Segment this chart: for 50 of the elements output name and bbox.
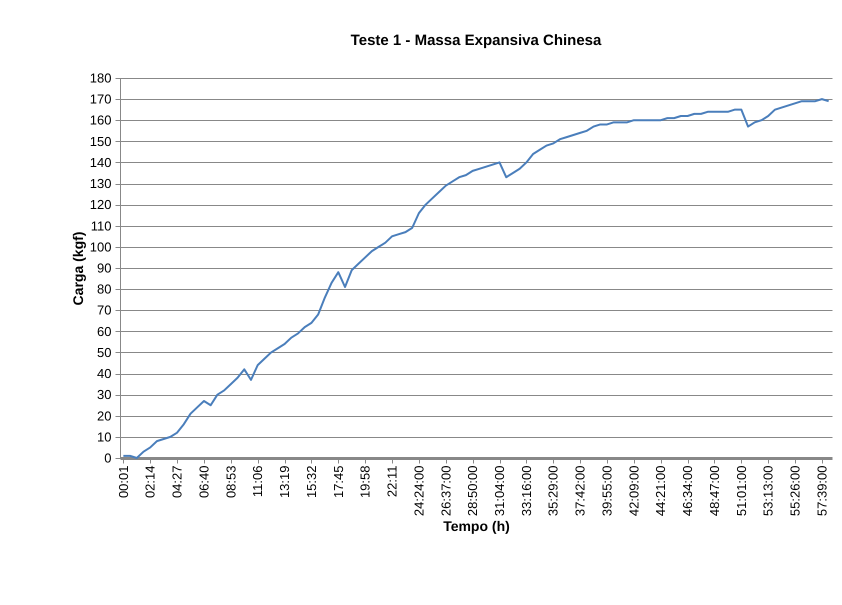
x-tick-label: 08:53 — [223, 466, 238, 498]
x-tick-label: 11:06 — [250, 466, 266, 498]
x-tick-label: 13:19 — [277, 466, 292, 498]
x-tick-label: 39:55:00 — [599, 466, 614, 516]
x-tick-label: 48:47:00 — [706, 466, 722, 516]
line-series — [122, 98, 830, 459]
x-tick-label: 22:11 — [384, 466, 400, 498]
x-tick-label: 33:16:00 — [518, 466, 534, 516]
y-tick-label: 70 — [97, 302, 112, 318]
x-tick-label: 06:40 — [196, 466, 212, 498]
x-tick-label: 35:29:00 — [546, 466, 561, 516]
y-tick-label: 180 — [90, 70, 112, 86]
y-tick-label: 10 — [97, 429, 112, 444]
y-tick-label: 130 — [90, 176, 112, 192]
x-tick-label: 17:45 — [330, 466, 346, 498]
y-tick-label: 60 — [97, 324, 112, 339]
x-tick-label: 51:01:00 — [734, 466, 749, 516]
y-tick-label: 140 — [90, 154, 112, 170]
y-tick-label: 40 — [97, 366, 112, 382]
y-tick-label: 50 — [97, 344, 112, 360]
x-tick-label: 42:09:00 — [626, 466, 642, 516]
x-tick-label: 44:21:00 — [653, 466, 668, 516]
x-tick-label: 24:24:00 — [411, 466, 426, 516]
x-axis-title: Tempo (h) — [443, 518, 510, 534]
x-tick-label: 26:37:00 — [438, 466, 454, 516]
y-tick-label: 20 — [97, 408, 112, 424]
x-tick-label: 55:26:00 — [788, 466, 803, 516]
x-tick-label: 57:39:00 — [814, 466, 830, 516]
y-tick-label: 170 — [90, 92, 112, 107]
x-tick-label: 28:50:00 — [465, 466, 480, 516]
x-tick-label: 02:14 — [142, 466, 158, 498]
x-tick-label: 00:01 — [116, 466, 131, 498]
x-tick-label: 04:27 — [170, 466, 185, 498]
y-tick-label: 120 — [90, 197, 112, 212]
x-tick-label: 15:32 — [304, 466, 319, 498]
y-tick-label: 110 — [90, 218, 112, 234]
y-tick-label: 160 — [90, 112, 112, 128]
x-tick-label: 31:04:00 — [492, 466, 508, 516]
x-tick-label: 37:42:00 — [572, 466, 588, 516]
y-tick-label: 90 — [97, 260, 112, 276]
y-tick-label: 30 — [97, 387, 112, 402]
y-tick-label: 80 — [97, 282, 112, 297]
x-tick-label: 53:13:00 — [760, 466, 776, 516]
x-tick-label: 19:58 — [358, 466, 373, 498]
y-tick-label: 0 — [104, 450, 112, 466]
y-tick-label: 150 — [90, 134, 112, 149]
y-axis-title: Carga (kgf) — [70, 232, 86, 306]
x-tick-label: 46:34:00 — [680, 466, 696, 516]
y-tick-label: 100 — [90, 239, 112, 254]
chart-title: Teste 1 - Massa Expansiva Chinesa — [350, 32, 602, 49]
